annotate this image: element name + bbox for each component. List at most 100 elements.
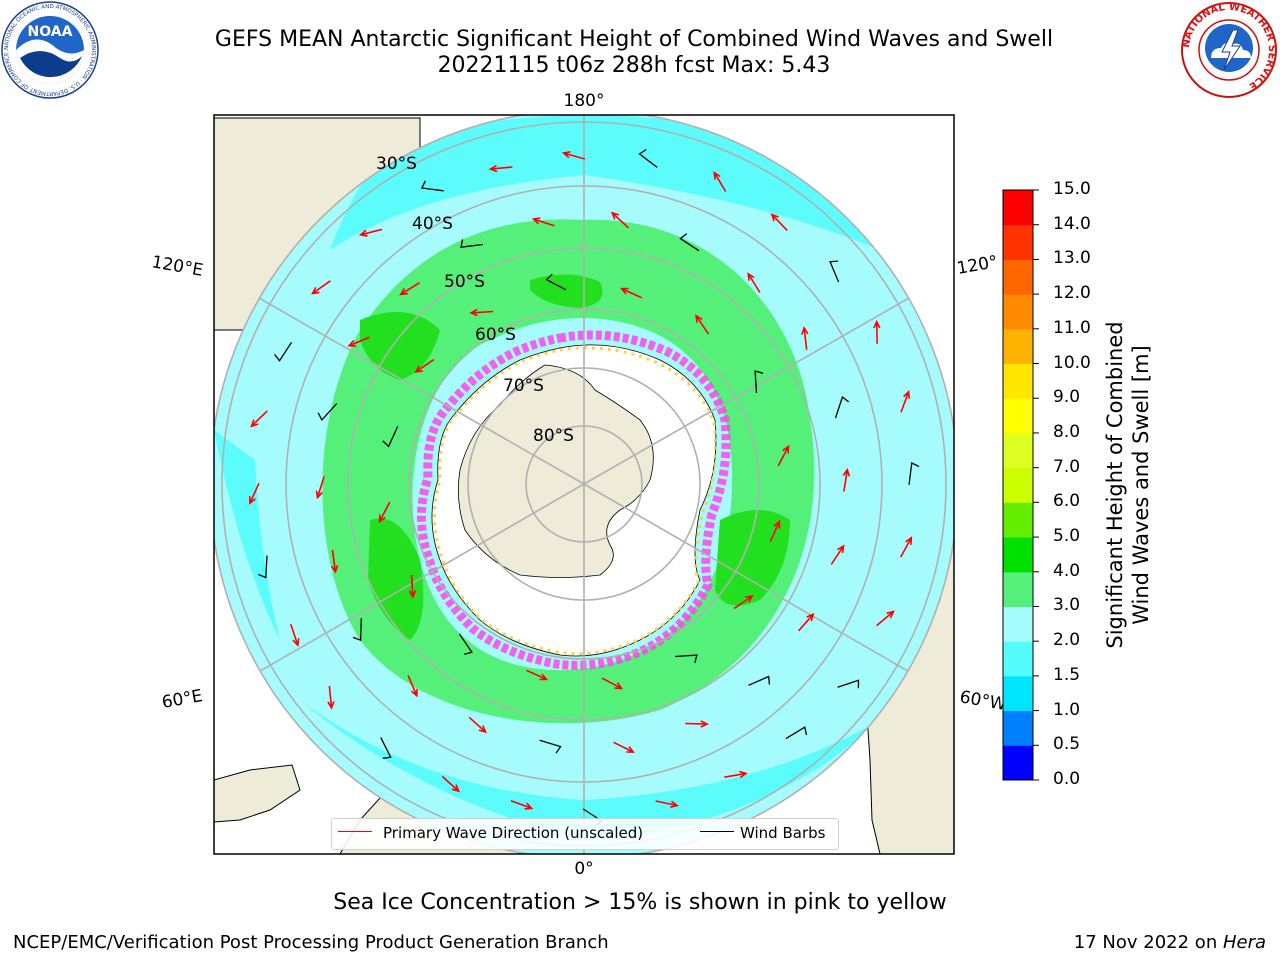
ocean-waves-1.5-2m-west xyxy=(214,430,280,640)
nws-logo: NATIONAL WEATHER SERVICE xyxy=(1181,2,1277,98)
map-legend: Primary Wave Direction (unscaled) Wind B… xyxy=(331,818,839,850)
wave-direction-arrow xyxy=(290,624,300,647)
parallel-label-60s: 60°S xyxy=(475,325,516,345)
colorbar-band xyxy=(1003,190,1033,226)
colorbar-band xyxy=(1003,432,1033,469)
wind-barb xyxy=(352,618,362,642)
colorbar xyxy=(1002,189,1039,781)
colorbar-tick-label: 2.0 xyxy=(1053,630,1081,651)
wave-direction-arrow xyxy=(713,171,727,192)
parallel-labels: 30°S 40°S 50°S 60°S 70°S 80°S xyxy=(376,154,574,446)
wave-direction-arrow xyxy=(468,716,487,734)
colorbar-label-line2: Wind Waves and Swell [m] xyxy=(1129,345,1153,625)
colorbar-tick-label: 15.0 xyxy=(1053,179,1091,199)
wave-direction-arrow xyxy=(873,319,881,344)
wave-direction-arrow xyxy=(619,287,642,299)
wave-direction-arrow xyxy=(441,775,461,793)
colorbar-tick-label: 0.5 xyxy=(1053,734,1081,755)
ocean-waves-1.5-2m-north xyxy=(330,115,880,250)
meridian-label-120e: 120°E xyxy=(150,252,204,281)
footer-date: 17 Nov 2022 on Hera xyxy=(1074,932,1266,953)
wave-direction-arrow xyxy=(655,800,679,808)
wave-direction-arrow xyxy=(378,501,391,524)
colorbar-band xyxy=(1003,745,1033,781)
meridian-label-120w: 120° xyxy=(955,252,999,279)
wind-barb xyxy=(545,273,567,291)
parallel-label-80s: 80°S xyxy=(533,426,574,446)
wind-barb xyxy=(785,726,808,740)
colorbar-label: Significant Height of Combined Wind Wave… xyxy=(1102,225,1154,745)
colorbar-tick-label: 10.0 xyxy=(1053,352,1091,373)
meridian-label-60e: 60°E xyxy=(160,686,204,713)
wind-barb xyxy=(274,341,293,362)
wind-barb xyxy=(420,180,444,192)
colorbar-tick-label: 1.5 xyxy=(1053,664,1081,685)
wave-direction-arrow xyxy=(561,151,586,160)
wave-direction-arrow xyxy=(900,390,911,413)
colorbar-label-line1: Significant Height of Combined xyxy=(1103,321,1127,649)
ocean-waves-4-5m-patches xyxy=(360,274,790,640)
wind-barb xyxy=(638,148,658,168)
wave-direction-arrow xyxy=(248,482,260,505)
colorbar-tick-label: 11.0 xyxy=(1053,317,1091,338)
chart-title: GEFS MEAN Antarctic Significant Height o… xyxy=(214,27,1054,52)
wave-direction-arrow xyxy=(610,211,629,229)
colorbar-band xyxy=(1003,710,1033,746)
map-frame xyxy=(213,114,955,855)
colorbar-band xyxy=(1003,537,1033,573)
wind-barb xyxy=(834,396,850,419)
wind-barb xyxy=(382,426,399,448)
chart-subtitle: 20221115 t06z 288h fcst Max: 5.43 xyxy=(437,53,831,78)
colorbar-band xyxy=(1003,571,1033,607)
vector-field xyxy=(248,148,920,827)
wind-barb xyxy=(674,654,698,664)
wind-barb-legend-line xyxy=(700,831,734,832)
colorbar-band xyxy=(1003,259,1033,295)
wave-direction-legend-label: Primary Wave Direction (unscaled) xyxy=(383,824,644,842)
colorbar-tick-label: 1.0 xyxy=(1053,699,1081,720)
parallel-label-40s: 40°S xyxy=(412,214,453,234)
colorbar-band xyxy=(1003,294,1033,330)
wave-direction-arrow xyxy=(347,336,370,347)
wave-direction-arrow xyxy=(358,228,383,237)
wind-barb xyxy=(908,462,920,485)
wave-direction-arrow xyxy=(798,612,815,632)
wave-direction-arrow xyxy=(330,549,339,574)
colorbar-band xyxy=(1003,606,1033,642)
graticule xyxy=(214,115,954,854)
wave-direction-arrow xyxy=(747,272,761,293)
wave-direction-arrow xyxy=(488,164,513,173)
colorbar-tick-label: 14.0 xyxy=(1053,213,1091,234)
colorbar-tick-label: 6.0 xyxy=(1053,491,1081,512)
wave-direction-arrow xyxy=(613,741,635,753)
wind-barb xyxy=(317,403,338,422)
colorbar-tick-label: 4.0 xyxy=(1053,560,1081,581)
wave-direction-arrow xyxy=(327,685,335,710)
wave-direction-arrow xyxy=(399,282,420,296)
wave-direction-arrow xyxy=(842,467,851,492)
colorbar-tick-label: 7.0 xyxy=(1053,456,1081,477)
wave-direction-arrow xyxy=(770,213,788,231)
noaa-logo: NATIONAL OCEANIC AND ATMOSPHERIC ADMINIS… xyxy=(1,1,99,99)
wind-barb xyxy=(460,239,483,248)
colorbar-band xyxy=(1003,363,1033,399)
wave-direction-arrow xyxy=(875,610,895,627)
footer-credit: NCEP/EMC/Verification Post Processing Pr… xyxy=(13,932,609,953)
wind-barb xyxy=(258,555,268,579)
wave-direction-arrow xyxy=(531,217,555,227)
colorbar-band xyxy=(1003,641,1033,677)
wave-direction-arrow xyxy=(510,799,534,810)
sea-ice-note: Sea Ice Concentration > 15% is shown in … xyxy=(333,890,947,915)
footer-host: Hera xyxy=(1222,932,1266,953)
colorbar-tick-label: 0.0 xyxy=(1053,769,1081,789)
wave-direction-arrow xyxy=(899,536,913,558)
colorbar-band xyxy=(1003,328,1033,365)
wave-direction-arrow xyxy=(414,358,435,373)
colorbar-tick-label: 13.0 xyxy=(1053,248,1091,269)
wave-direction-legend-line xyxy=(338,831,372,832)
wave-direction-arrow xyxy=(407,675,418,698)
colorbar-band xyxy=(1003,675,1033,712)
wave-direction-arrow xyxy=(777,444,790,467)
parallel-label-70s: 70°S xyxy=(503,376,544,396)
colorbar-band xyxy=(1003,502,1033,538)
